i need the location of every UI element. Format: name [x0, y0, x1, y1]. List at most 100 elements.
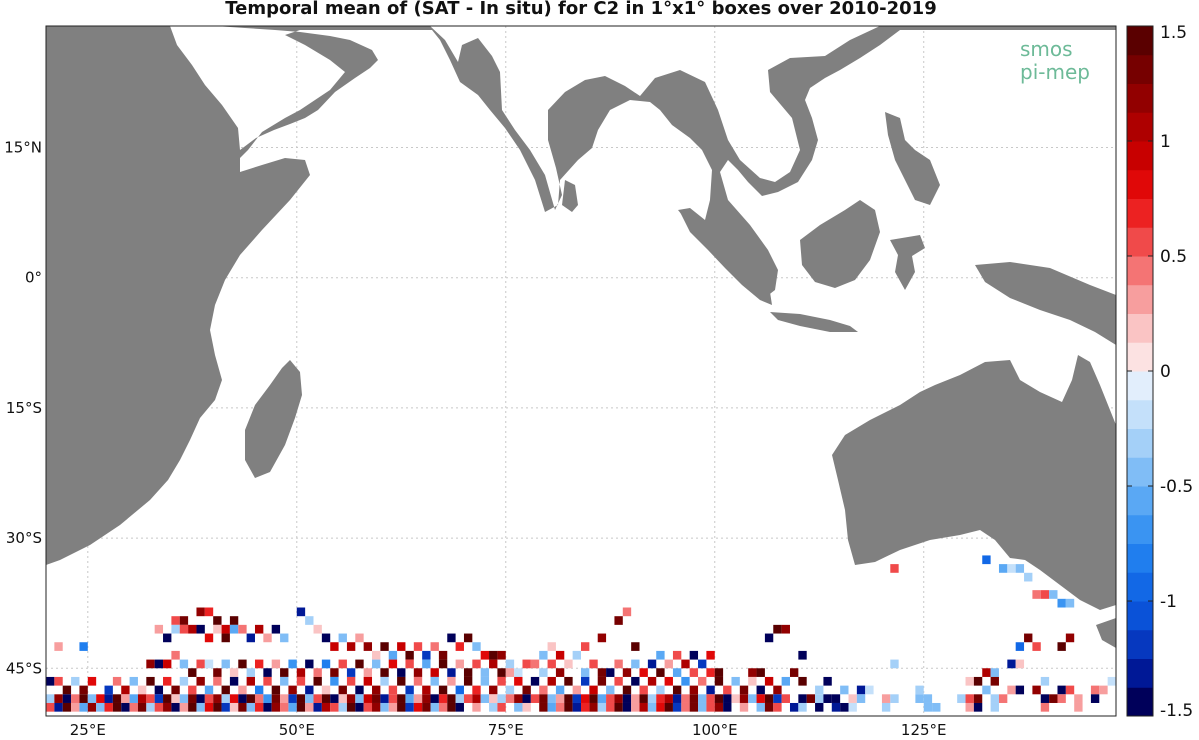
data-cell	[79, 694, 88, 703]
data-cell	[380, 694, 389, 703]
colorbar-segment	[1127, 284, 1153, 314]
data-cell	[781, 676, 790, 686]
data-cell	[238, 694, 247, 703]
data-cell	[321, 694, 331, 703]
data-cell	[463, 633, 473, 643]
colorbar-segment	[1127, 141, 1153, 171]
data-cell	[982, 668, 991, 677]
data-cell	[87, 676, 97, 686]
land-masses	[46, 26, 1116, 648]
data-cell	[622, 702, 632, 712]
data-cell	[196, 676, 205, 686]
colorbar-labels: 1.5 1 0.5 0 -0.5 -1 -1.5	[1160, 23, 1193, 721]
data-cell	[163, 676, 172, 686]
colorbar-segment	[1127, 112, 1153, 142]
data-cell	[664, 659, 673, 669]
data-cell	[112, 676, 122, 686]
data-cell	[112, 702, 122, 712]
data-cell	[430, 642, 439, 651]
data-cell	[455, 685, 464, 695]
data-cell	[430, 702, 439, 712]
data-cell	[505, 694, 515, 703]
data-cell	[221, 694, 230, 703]
data-cell	[656, 685, 665, 695]
data-cell	[631, 659, 640, 669]
colorbar-segment	[1127, 457, 1153, 487]
colorbar-segment	[1127, 198, 1153, 228]
latitude-tick-label: 15°S	[6, 399, 42, 417]
latitude-tick-label: 15°N	[4, 139, 42, 157]
data-cell	[973, 676, 983, 686]
data-cell	[631, 642, 640, 651]
data-cell	[96, 694, 105, 703]
data-cell	[171, 685, 180, 695]
data-cell	[472, 702, 481, 712]
data-cell	[505, 685, 515, 695]
data-cell	[681, 702, 690, 712]
data-cell	[1040, 676, 1050, 686]
data-cell	[1057, 685, 1066, 695]
data-cell	[338, 694, 347, 703]
data-cell	[355, 702, 364, 712]
data-cell	[79, 685, 88, 695]
data-cell	[639, 668, 648, 677]
data-cell	[714, 702, 724, 712]
data-cell	[346, 676, 356, 686]
data-cell	[213, 702, 222, 712]
land-java	[770, 312, 858, 332]
data-cell	[773, 624, 782, 634]
data-cell	[146, 702, 155, 712]
data-cell	[1015, 564, 1025, 573]
data-cell	[96, 702, 105, 712]
data-cell	[656, 668, 665, 677]
data-cell	[338, 685, 347, 695]
data-cell	[188, 624, 197, 634]
data-cell	[71, 676, 80, 686]
data-cell	[856, 685, 866, 695]
data-cell	[1099, 685, 1108, 695]
data-cell	[129, 702, 138, 712]
data-cell	[46, 702, 55, 712]
data-cell	[62, 685, 72, 695]
data-cell	[137, 702, 147, 712]
data-cell	[581, 676, 590, 686]
data-cell	[723, 702, 732, 712]
data-cell	[789, 668, 799, 677]
data-cell	[213, 694, 222, 703]
data-cell	[246, 668, 255, 677]
data-cell	[330, 668, 339, 677]
data-cell	[831, 702, 841, 712]
data-cell	[622, 607, 632, 617]
land-borneo	[800, 200, 880, 288]
data-cell	[756, 694, 765, 703]
data-cell	[338, 702, 347, 712]
data-cell	[397, 676, 406, 686]
data-cell	[555, 650, 565, 660]
data-cell	[413, 694, 423, 703]
data-cell	[163, 659, 172, 669]
colorbar-segment	[1127, 687, 1153, 717]
data-cell	[463, 694, 473, 703]
data-cell	[472, 642, 481, 651]
data-cell	[363, 702, 373, 712]
data-cell	[890, 694, 899, 703]
data-cell	[1074, 702, 1083, 712]
data-cell	[346, 668, 356, 677]
data-cell	[305, 694, 314, 703]
data-cell	[714, 676, 724, 686]
data-cell	[622, 685, 632, 695]
data-cell	[154, 685, 164, 695]
data-cell	[221, 633, 230, 643]
data-cell	[54, 642, 63, 651]
data-cell	[188, 694, 197, 703]
data-cell	[447, 676, 456, 686]
data-cell	[422, 650, 431, 660]
data-cell	[681, 659, 690, 669]
data-cell	[229, 668, 239, 677]
data-cell	[672, 702, 682, 712]
data-cell	[313, 624, 322, 634]
data-cell	[1007, 659, 1016, 669]
data-cell	[923, 694, 933, 703]
data-cell	[756, 685, 765, 695]
data-cell	[806, 694, 816, 703]
